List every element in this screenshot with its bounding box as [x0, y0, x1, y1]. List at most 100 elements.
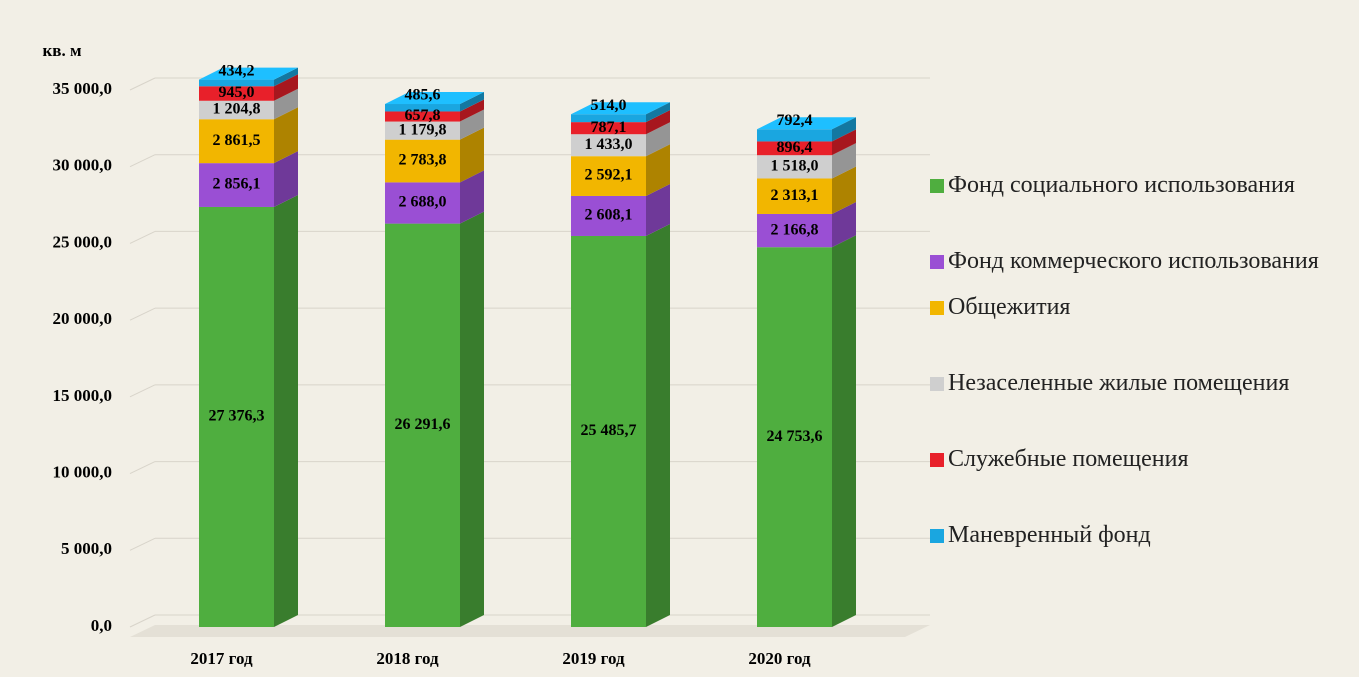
bar-side: [460, 99, 484, 122]
bar-segment: [199, 119, 274, 164]
x-tick-label: 2019 год: [562, 649, 625, 668]
bar-segment: [571, 122, 646, 135]
bar-side: [460, 127, 484, 183]
bar-side: [832, 117, 856, 142]
value-label: 792,4: [777, 112, 813, 129]
bar-side: [832, 129, 856, 156]
legend-item: Маневренный фонд: [930, 520, 1350, 550]
legend-item: Фонд коммерческого использования: [930, 246, 1350, 276]
bar-segment: [385, 223, 460, 627]
grid-diagonal: [129, 614, 156, 628]
bar-side: [832, 235, 856, 627]
plot: кв. м 0,0 5 000,0 10 000,0 15 000,0 20 000,0…: [42, 41, 930, 668]
legend: Фонд социального использования Фонд комме…: [930, 170, 1350, 596]
bar-segment: [757, 178, 832, 214]
bar-side: [646, 122, 670, 157]
value-label: 657,8: [405, 107, 441, 124]
value-label: 485,6: [405, 87, 441, 104]
bar-segment: [199, 163, 274, 207]
value-label: 1 518,0: [771, 158, 819, 175]
bar-side: [646, 223, 670, 627]
bar-segment: [757, 213, 832, 248]
bar-side: [274, 194, 298, 627]
bar-side: [460, 170, 484, 224]
legend-label: Фонд социального использования: [948, 172, 1295, 198]
value-label: 1 433,0: [585, 136, 633, 153]
x-tick-label: 2017 год: [190, 649, 253, 668]
x-tick-label: 2020 год: [748, 649, 811, 668]
y-tick-label: 5 000,0: [61, 539, 112, 558]
bar-side: [460, 109, 484, 140]
bar-segment: [199, 206, 274, 627]
value-label: 24 753,6: [767, 428, 823, 445]
value-label: 787,1: [591, 119, 627, 136]
bar-side: [832, 143, 856, 179]
bar-segment: [385, 121, 460, 140]
value-label: 514,0: [591, 97, 627, 114]
value-label: 2 592,1: [585, 167, 633, 184]
bar-side: [274, 151, 298, 207]
y-tick-label: 0,0: [91, 616, 112, 635]
bar-top: [199, 67, 298, 80]
bar-segment: [385, 182, 460, 224]
value-label: 2 861,5: [213, 132, 261, 149]
y-tick-label: 25 000,0: [53, 232, 113, 251]
x-tick-label: 2018 год: [376, 649, 439, 668]
bar-side: [832, 166, 856, 214]
bar-segment: [571, 114, 646, 123]
y-tick-label: 10 000,0: [53, 462, 113, 481]
grid-diagonal: [129, 307, 156, 321]
value-label: 2 783,8: [399, 152, 447, 169]
legend-swatch: [930, 301, 944, 315]
value-label: 1 204,8: [213, 101, 261, 118]
value-label: 2 166,8: [771, 221, 819, 238]
bar-side: [646, 183, 670, 236]
grid-diagonal: [129, 154, 156, 168]
grid-diagonal: [129, 77, 156, 91]
bar-segment: [571, 156, 646, 196]
bar-segment: [571, 235, 646, 627]
legend-swatch: [930, 377, 944, 391]
bar-segment: [757, 129, 832, 142]
bar-side: [460, 92, 484, 112]
y-tick-label: 15 000,0: [53, 386, 113, 405]
value-label: 2 688,0: [399, 194, 447, 211]
y-tick-label: 35 000,0: [53, 79, 113, 98]
bar-segment: [385, 104, 460, 112]
value-label: 27 376,3: [209, 408, 265, 425]
legend-label: Маневренный фонд: [948, 522, 1151, 548]
legend-item: Общежития: [930, 292, 1350, 322]
value-label: 2 608,1: [585, 207, 633, 224]
bar-segment: [571, 195, 646, 236]
bar-segment: [571, 134, 646, 157]
legend-label: Незаселенные жилые помещения: [948, 370, 1290, 396]
bar-segment: [385, 111, 460, 122]
bar-top: [571, 102, 670, 115]
value-label: 25 485,7: [581, 422, 637, 439]
legend-swatch: [930, 529, 944, 543]
value-label: 945,0: [219, 84, 255, 101]
bar-side: [274, 107, 298, 164]
bar-side: [646, 102, 670, 123]
bar-segment: [757, 155, 832, 179]
y-tick-label: 20 000,0: [53, 309, 113, 328]
value-label: 896,4: [777, 139, 813, 156]
y-axis-label: кв. м: [42, 41, 81, 60]
bar-segment: [199, 79, 274, 87]
legend-label: Служебные помещения: [948, 446, 1189, 472]
legend-label: Фонд коммерческого использования: [948, 248, 1319, 274]
legend-label: Общежития: [948, 294, 1071, 320]
floor: [130, 625, 930, 637]
legend-item: Незаселенные жилые помещения: [930, 368, 1350, 398]
bar-side: [274, 88, 298, 120]
legend-item: Фонд социального использования: [930, 170, 1350, 200]
value-label: 2 313,1: [771, 187, 819, 204]
grid-diagonal: [129, 537, 156, 551]
bar-top: [757, 117, 856, 130]
bar-side: [646, 144, 670, 196]
bar-side: [274, 67, 298, 87]
grid-diagonal: [129, 461, 156, 475]
bar-side: [832, 201, 856, 248]
grid-diagonal: [129, 230, 156, 244]
